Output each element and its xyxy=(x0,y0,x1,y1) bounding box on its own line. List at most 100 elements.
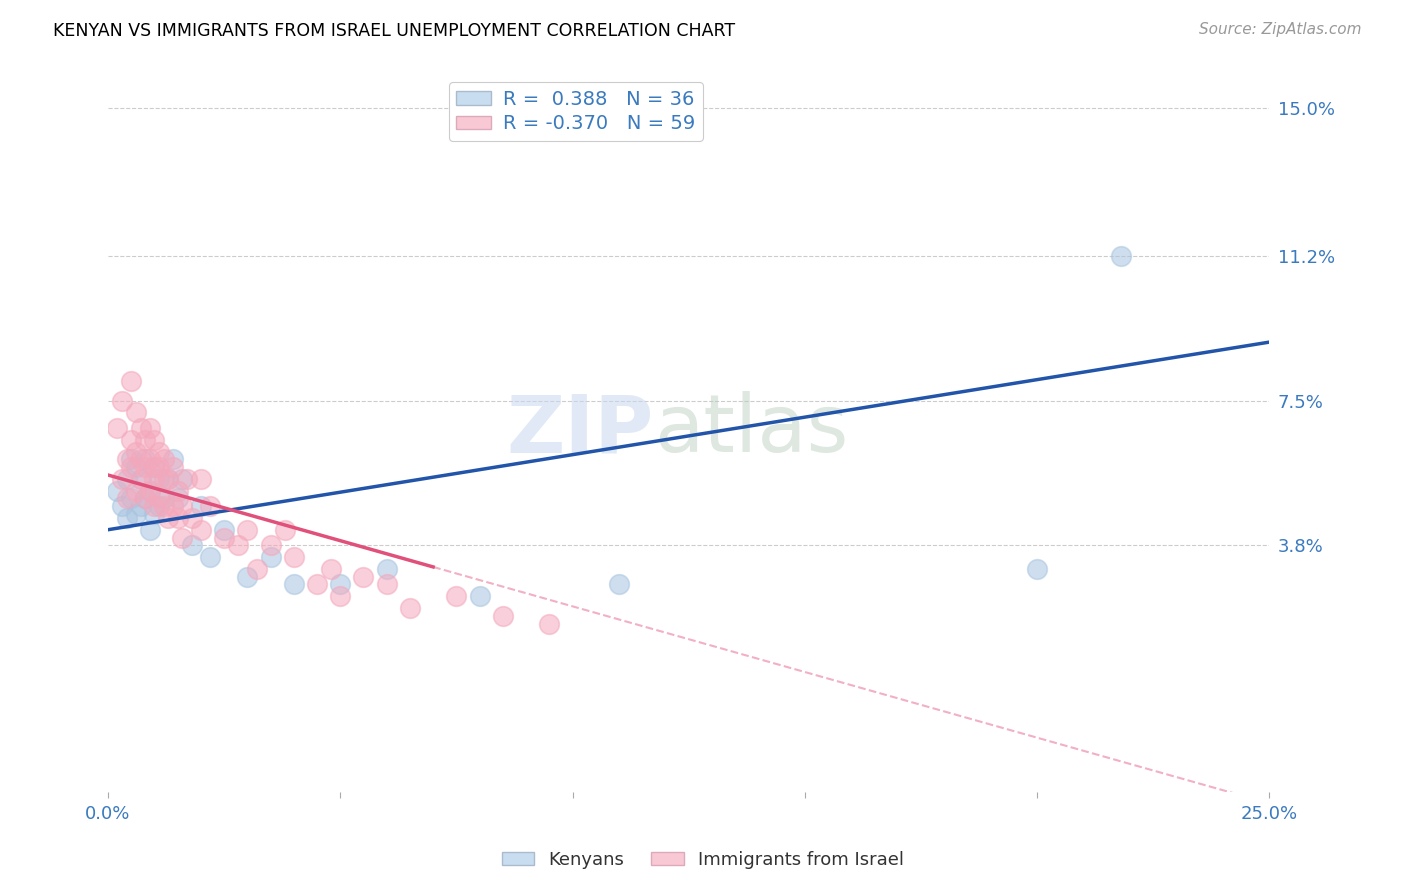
Point xyxy=(246,562,269,576)
Point xyxy=(162,500,184,514)
Point xyxy=(120,374,142,388)
Point xyxy=(166,483,188,498)
Point xyxy=(353,569,375,583)
Point xyxy=(198,550,221,565)
Point xyxy=(273,523,295,537)
Point xyxy=(319,562,342,576)
Point xyxy=(143,472,166,486)
Point xyxy=(157,511,180,525)
Point xyxy=(375,562,398,576)
Point xyxy=(111,472,134,486)
Point xyxy=(143,460,166,475)
Point xyxy=(129,472,152,486)
Legend: R =  0.388   N = 36, R = -0.370   N = 59: R = 0.388 N = 36, R = -0.370 N = 59 xyxy=(449,82,703,141)
Point xyxy=(148,460,170,475)
Point xyxy=(129,421,152,435)
Point xyxy=(139,421,162,435)
Point xyxy=(111,500,134,514)
Point xyxy=(134,491,156,506)
Point xyxy=(492,608,515,623)
Point xyxy=(259,550,281,565)
Point xyxy=(607,577,630,591)
Point xyxy=(111,393,134,408)
Point xyxy=(283,550,305,565)
Point xyxy=(148,444,170,458)
Point xyxy=(129,452,152,467)
Point xyxy=(157,472,180,486)
Point xyxy=(115,511,138,525)
Point xyxy=(236,569,259,583)
Point xyxy=(180,511,202,525)
Point xyxy=(120,452,142,467)
Point xyxy=(190,500,212,514)
Point xyxy=(1026,562,1049,576)
Point xyxy=(212,523,235,537)
Point xyxy=(125,460,148,475)
Point xyxy=(105,421,128,435)
Point xyxy=(139,483,162,498)
Text: atlas: atlas xyxy=(654,391,848,469)
Point xyxy=(115,491,138,506)
Point xyxy=(198,500,221,514)
Point xyxy=(134,460,156,475)
Point xyxy=(329,577,352,591)
Point xyxy=(157,472,180,486)
Point xyxy=(125,444,148,458)
Point xyxy=(538,616,561,631)
Point xyxy=(375,577,398,591)
Point xyxy=(190,523,212,537)
Point xyxy=(166,491,188,506)
Point xyxy=(190,472,212,486)
Point xyxy=(129,500,152,514)
Point xyxy=(176,472,198,486)
Point xyxy=(120,433,142,447)
Point xyxy=(125,507,148,521)
Point xyxy=(148,472,170,486)
Legend: Kenyans, Immigrants from Israel: Kenyans, Immigrants from Israel xyxy=(495,844,911,876)
Point xyxy=(180,538,202,552)
Text: ZIP: ZIP xyxy=(506,391,654,469)
Point xyxy=(172,500,194,514)
Point xyxy=(1109,249,1132,263)
Point xyxy=(139,523,162,537)
Point xyxy=(152,491,174,506)
Point xyxy=(105,483,128,498)
Point xyxy=(120,491,142,506)
Point xyxy=(148,491,170,506)
Point xyxy=(125,483,148,498)
Point xyxy=(399,600,422,615)
Point xyxy=(166,511,188,525)
Point xyxy=(162,460,184,475)
Point xyxy=(143,460,166,475)
Point xyxy=(305,577,328,591)
Point xyxy=(139,452,162,467)
Point xyxy=(143,500,166,514)
Point xyxy=(152,452,174,467)
Point xyxy=(115,472,138,486)
Point xyxy=(115,452,138,467)
Point xyxy=(236,523,259,537)
Point xyxy=(139,483,162,498)
Point xyxy=(134,491,156,506)
Point xyxy=(152,472,174,486)
Point xyxy=(172,531,194,545)
Point xyxy=(152,500,174,514)
Point xyxy=(134,452,156,467)
Point xyxy=(226,538,249,552)
Point xyxy=(120,460,142,475)
Point xyxy=(468,589,491,603)
Point xyxy=(283,577,305,591)
Point xyxy=(143,507,166,521)
Point xyxy=(143,433,166,447)
Point xyxy=(162,452,184,467)
Point xyxy=(212,531,235,545)
Point xyxy=(172,472,194,486)
Point xyxy=(446,589,468,603)
Point xyxy=(125,405,148,419)
Point xyxy=(148,500,170,514)
Text: KENYAN VS IMMIGRANTS FROM ISRAEL UNEMPLOYMENT CORRELATION CHART: KENYAN VS IMMIGRANTS FROM ISRAEL UNEMPLO… xyxy=(53,22,735,40)
Point xyxy=(329,589,352,603)
Point xyxy=(129,472,152,486)
Point xyxy=(134,433,156,447)
Text: Source: ZipAtlas.com: Source: ZipAtlas.com xyxy=(1198,22,1361,37)
